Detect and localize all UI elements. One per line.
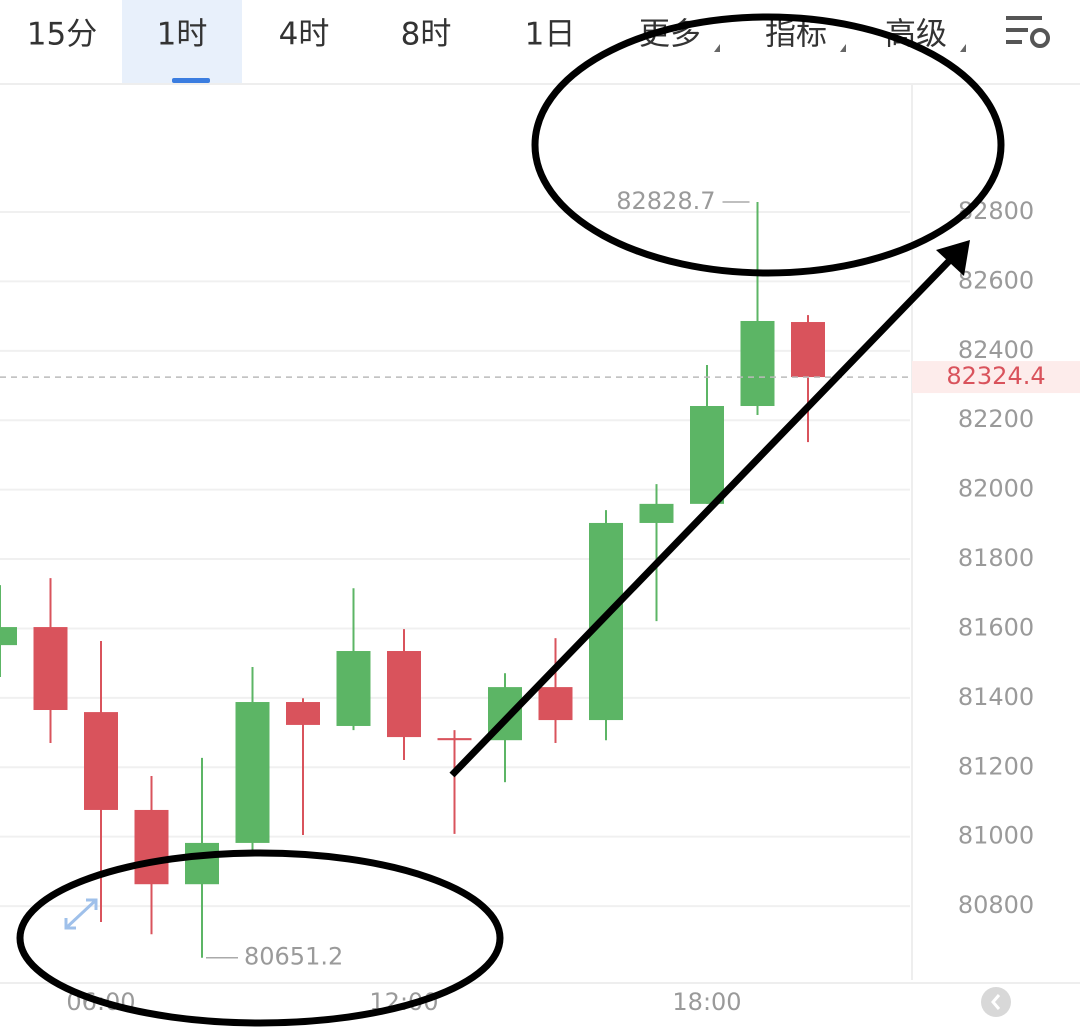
y-tick-label: 82000 bbox=[958, 475, 1034, 503]
candle-body bbox=[791, 322, 825, 378]
candle-body bbox=[740, 320, 775, 407]
plot: 80800 81000 81200 81400 81600 81800 82000 82200… bbox=[0, 187, 1080, 1016]
candle-body bbox=[134, 809, 169, 885]
y-tick-label: 80800 bbox=[958, 891, 1034, 919]
x-tick-label: 18:00 bbox=[672, 988, 741, 1016]
candle-body bbox=[690, 406, 724, 504]
tab[interactable]: 1时 bbox=[157, 17, 208, 53]
arrow-head bbox=[936, 240, 970, 276]
candle-body bbox=[437, 738, 472, 741]
tab[interactable]: 15分 bbox=[27, 17, 97, 53]
candle-body bbox=[33, 627, 68, 711]
y-tick-label: 81800 bbox=[958, 544, 1034, 572]
tabs: 15分 1时 4时 8时 1日 更多 指标 高级 bbox=[27, 17, 966, 53]
candle-body bbox=[84, 712, 118, 810]
dropdown-marker bbox=[714, 44, 720, 52]
y-tick-label: 81400 bbox=[958, 683, 1034, 711]
y-tick-label: 81600 bbox=[958, 613, 1034, 641]
y-tick-label: 81000 bbox=[958, 822, 1034, 850]
candle-body bbox=[538, 687, 573, 721]
tab[interactable]: 8时 bbox=[401, 17, 452, 53]
candle-body bbox=[235, 702, 270, 843]
current-price-label: 82324.4 bbox=[946, 362, 1045, 390]
dropdown-marker bbox=[960, 44, 966, 52]
candle-body bbox=[0, 627, 17, 646]
candle-body bbox=[185, 842, 219, 885]
candle-body bbox=[286, 702, 320, 725]
tab-indicator bbox=[172, 78, 210, 83]
current-price-bg bbox=[912, 361, 1080, 394]
y-tick-label: 82200 bbox=[958, 405, 1034, 433]
tab[interactable]: 4时 bbox=[279, 17, 330, 53]
high-label: 82828.7 bbox=[616, 187, 715, 215]
dropdown-marker bbox=[840, 44, 846, 52]
candle-body bbox=[387, 651, 421, 738]
settings-icon[interactable] bbox=[1006, 16, 1050, 48]
y-tick-label: 81200 bbox=[958, 752, 1034, 780]
candle-body bbox=[639, 503, 674, 523]
tab[interactable]: 1日 bbox=[525, 17, 576, 53]
expand-icon[interactable] bbox=[64, 898, 98, 930]
annotation-ellipse bbox=[531, 13, 1005, 277]
low-label: 80651.2 bbox=[244, 943, 343, 971]
y-tick-label: 82400 bbox=[958, 336, 1034, 364]
annotation-arrow bbox=[449, 255, 955, 778]
candle-body bbox=[336, 651, 371, 726]
annotation-ellipse bbox=[16, 849, 504, 1027]
k-button[interactable] bbox=[981, 987, 1011, 1017]
candle-body bbox=[589, 522, 623, 721]
tab-selected-bg bbox=[122, 0, 242, 84]
y-tick-label: 82600 bbox=[958, 266, 1034, 294]
